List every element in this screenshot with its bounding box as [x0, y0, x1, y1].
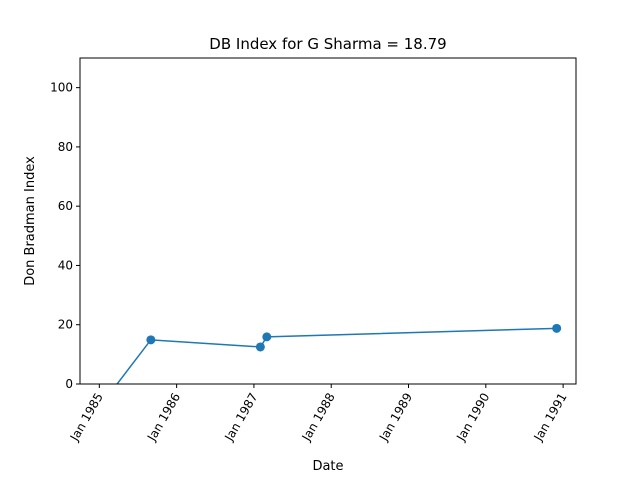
y-tick-label: 20 — [58, 318, 73, 332]
plot-area — [116, 323, 562, 384]
chart-title: DB Index for G Sharma = 18.79 — [209, 35, 446, 53]
y-tick-label: 40 — [58, 258, 73, 272]
data-point — [146, 335, 156, 345]
data-point — [552, 323, 562, 333]
y-tick-label: 80 — [58, 140, 73, 154]
axes-frame — [79, 57, 577, 385]
y-tick-label: 0 — [65, 377, 73, 391]
y-tick-label: 100 — [50, 81, 73, 95]
x-axis-label: Date — [312, 459, 343, 474]
data-point — [262, 332, 272, 342]
data-point — [255, 342, 265, 352]
y-tick-label: 60 — [58, 199, 73, 213]
y-axis-label: Don Bradman Index — [23, 156, 38, 286]
